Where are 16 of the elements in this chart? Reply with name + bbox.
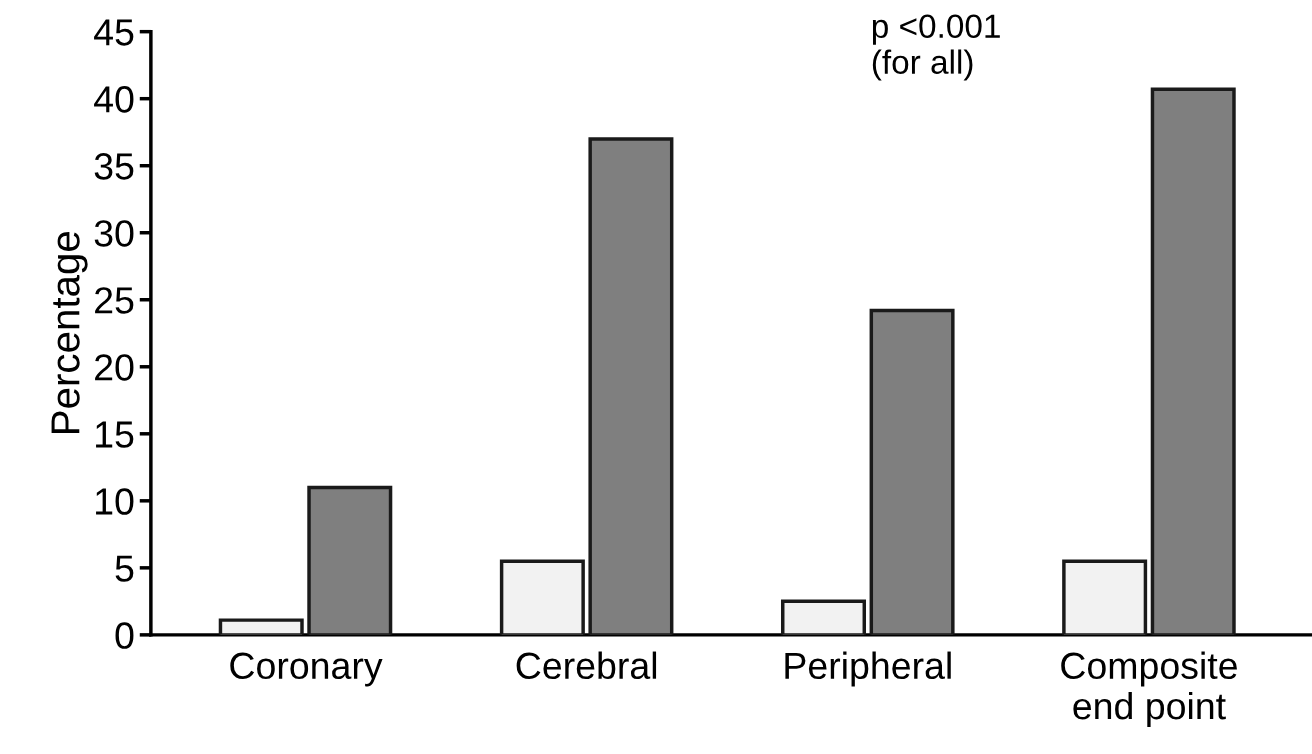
y-tick-label: 20: [95, 354, 134, 381]
y-tick-label: 40: [94, 86, 134, 113]
x-tick-label: Peripheral: [785, 651, 951, 687]
x-tick-label: Cerebral: [516, 651, 657, 680]
y-tick-label: 30: [94, 220, 134, 247]
y-tick-label: 15: [96, 421, 134, 448]
y-tick-label: 35: [94, 153, 134, 180]
y-tick-label: 25: [95, 287, 134, 314]
y-tick-label: 10: [96, 488, 134, 515]
y-tick-label: 0: [115, 622, 134, 649]
x-tick-label: Composite end point: [1061, 651, 1237, 727]
annotation: p <0.001 (for all): [872, 14, 1000, 81]
y-tick-label: 5: [115, 555, 134, 582]
x-tick-label: Coronary: [230, 652, 383, 687]
y-tick-label: 45: [94, 19, 134, 46]
y-axis-title: Percentage: [51, 232, 88, 433]
